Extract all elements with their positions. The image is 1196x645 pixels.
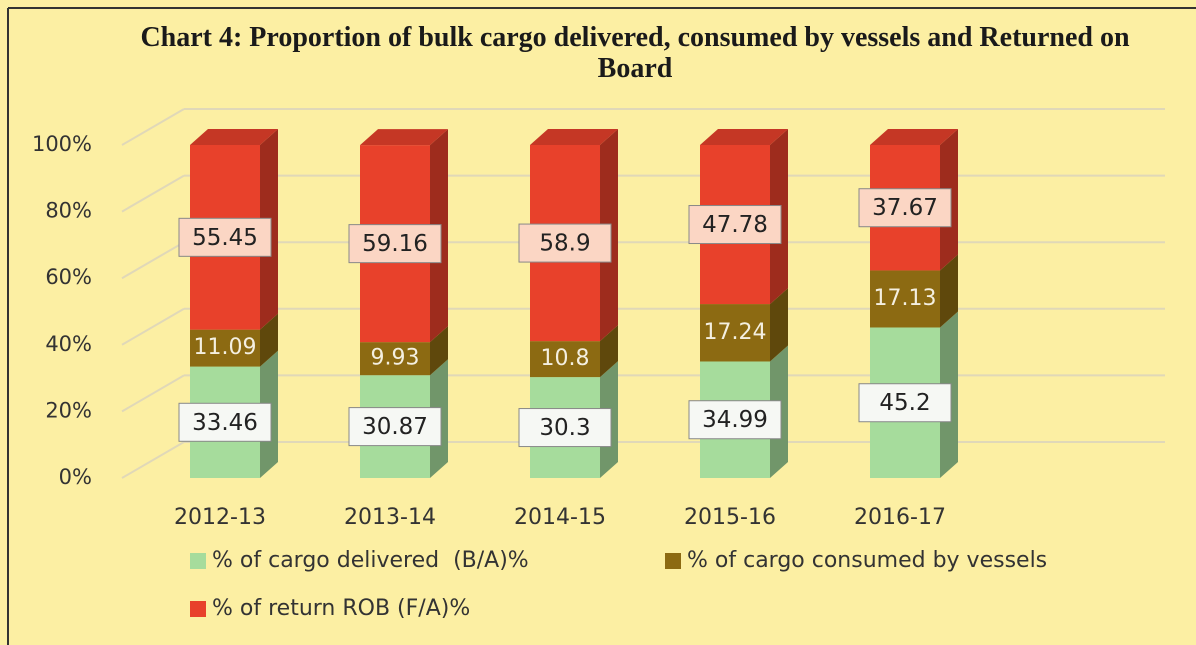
bar-side <box>770 288 788 362</box>
label-box <box>178 217 272 257</box>
data-label: 34.99 <box>702 407 768 433</box>
grid-line <box>121 174 185 213</box>
legend-label: % of return ROB (F/A)% <box>212 596 470 621</box>
data-label: 59.16 <box>362 231 428 257</box>
data-label: 47.78 <box>702 212 768 238</box>
x-tick-label: 2015-16 <box>684 505 776 530</box>
bar-top <box>870 129 958 145</box>
x-tick-label: 2012-13 <box>174 505 266 530</box>
chart-title: Chart 4: Proportion of bulk cargo delive… <box>140 22 1130 84</box>
data-label: 9.93 <box>371 346 420 371</box>
data-label: 45.2 <box>879 390 930 416</box>
bar-side <box>600 325 618 378</box>
y-tick-label: 40% <box>45 332 92 356</box>
grid-line <box>121 108 185 146</box>
data-label: 17.13 <box>874 286 937 311</box>
x-tick-label: 2016-17 <box>854 505 946 530</box>
y-tick-label: 0% <box>59 465 92 489</box>
label-box <box>688 205 782 245</box>
legend-swatch <box>665 553 681 569</box>
grid-line <box>121 441 185 479</box>
label-box <box>858 383 952 423</box>
data-label: 17.24 <box>704 320 767 345</box>
legend-label: % of cargo consumed by vessels <box>687 548 1047 573</box>
label-box <box>688 400 782 440</box>
bar <box>530 341 600 378</box>
grid-line <box>121 307 185 346</box>
label-box <box>348 407 442 447</box>
bar-side <box>940 254 958 328</box>
y-tick-label: 60% <box>45 265 92 289</box>
bar-top <box>530 129 618 145</box>
y-tick-label: 80% <box>45 199 92 223</box>
data-label: 37.67 <box>872 195 938 221</box>
grid-line <box>121 374 185 413</box>
bar-side <box>260 313 278 367</box>
data-label: 58.9 <box>539 231 590 257</box>
y-tick-label: 20% <box>45 398 92 422</box>
legend-swatch <box>190 553 206 569</box>
bar <box>870 270 940 328</box>
bar-top <box>700 128 788 145</box>
bar <box>360 342 430 376</box>
data-label: 10.8 <box>541 346 590 371</box>
bar <box>700 304 770 362</box>
legend-swatch <box>190 601 206 617</box>
data-label: 33.46 <box>192 410 258 436</box>
label-box <box>348 224 442 264</box>
data-label: 55.45 <box>192 225 258 251</box>
x-tick-label: 2013-14 <box>344 505 436 530</box>
data-label: 30.3 <box>539 415 590 441</box>
label-box <box>518 408 612 448</box>
bar-side <box>430 326 448 376</box>
grid-line <box>121 241 185 280</box>
data-label: 30.87 <box>362 414 428 440</box>
label-box <box>858 188 952 228</box>
y-tick-label: 100% <box>32 132 92 156</box>
data-label: 11.09 <box>194 335 257 360</box>
bar-top <box>360 129 448 146</box>
legend-label: % of cargo delivered (B/A)% <box>212 548 529 573</box>
label-box <box>178 402 272 442</box>
bar-top <box>190 129 278 145</box>
label-box <box>518 223 612 263</box>
bar <box>190 329 260 367</box>
x-tick-label: 2014-15 <box>514 505 606 530</box>
